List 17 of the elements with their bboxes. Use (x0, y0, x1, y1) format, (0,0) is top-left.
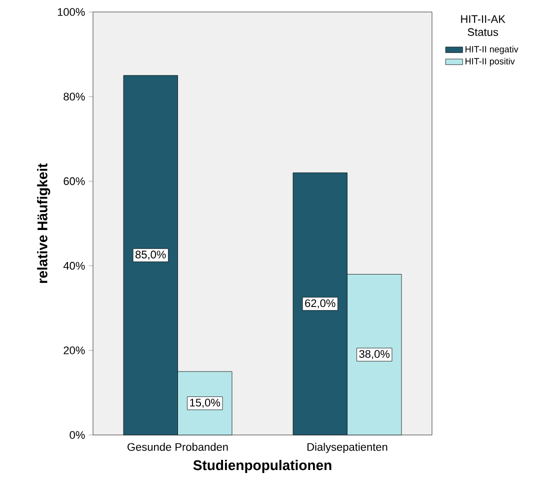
y-tick-label: 20% (64, 346, 85, 354)
data-label: 15,0% (190, 398, 220, 408)
x-axis-title: Studienpopulationen (193, 460, 332, 473)
x-tick-label: Gesunde Probanden (128, 442, 228, 451)
x-tick-label: Dialysepatienten (307, 442, 388, 454)
legend-label: HIT-II positiv (466, 58, 515, 66)
y-tick-label: 100% (58, 8, 85, 16)
y-tick-label: 40% (63, 262, 85, 270)
data-label: 85,0% (136, 250, 166, 260)
data-label: 38,0% (359, 350, 390, 360)
data-label: 62,0% (305, 299, 336, 308)
y-tick-label: 0% (70, 431, 85, 439)
legend-title: HIT-II-AK Status (461, 15, 506, 36)
y-tick-label: 80% (64, 92, 85, 100)
legend-label: HIT-II negativ (466, 46, 518, 54)
y-axis-title: relative Häufigkeit (37, 163, 50, 283)
y-tick-label: 60% (64, 177, 85, 186)
